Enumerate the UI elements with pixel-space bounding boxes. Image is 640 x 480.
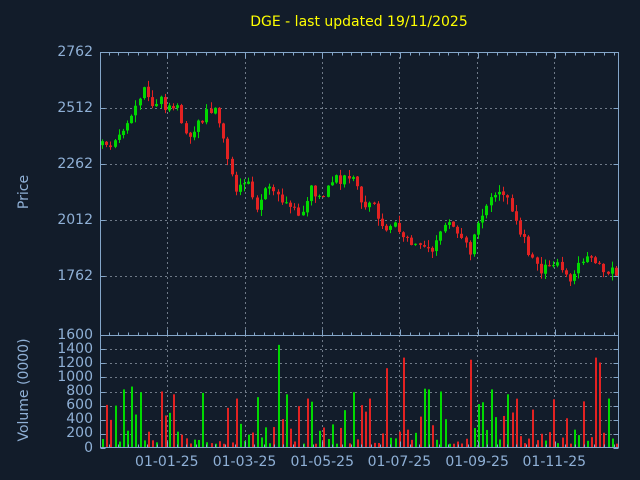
price-axis-label: Price (16, 174, 32, 210)
price-tick-label: 2012 (57, 211, 93, 228)
date-tick-label: 01-01-25 (135, 454, 199, 470)
volume-tick-label: 400 (66, 411, 93, 428)
price-tick-label: 2512 (57, 99, 93, 116)
price-tick-label: 1762 (57, 267, 93, 284)
date-tick-label: 01-03-25 (212, 454, 277, 470)
volume-tick-label: 200 (66, 425, 93, 442)
volume-tick-label: 0 (84, 439, 93, 456)
volume-tick-label: 1000 (57, 368, 93, 385)
date-tick-label: 01-09-25 (445, 454, 509, 470)
volume-tick-label: 1400 (57, 340, 93, 357)
volume-axis-label: Volume (0000) (16, 338, 32, 442)
date-tick-label: 01-07-25 (367, 454, 432, 470)
price-tick-label: 2762 (57, 43, 93, 60)
date-tick-label: 01-11-25 (522, 454, 587, 470)
volume-tick-label: 1600 (57, 326, 93, 343)
price-tick-label: 2262 (57, 155, 93, 172)
chart-title: DGE - last updated 19/11/2025 (250, 14, 468, 30)
volume-tick-label: 600 (66, 397, 93, 414)
volume-tick-label: 800 (66, 383, 93, 399)
date-tick-label: 01-05-25 (290, 454, 354, 470)
volume-tick-label: 1200 (57, 354, 93, 371)
